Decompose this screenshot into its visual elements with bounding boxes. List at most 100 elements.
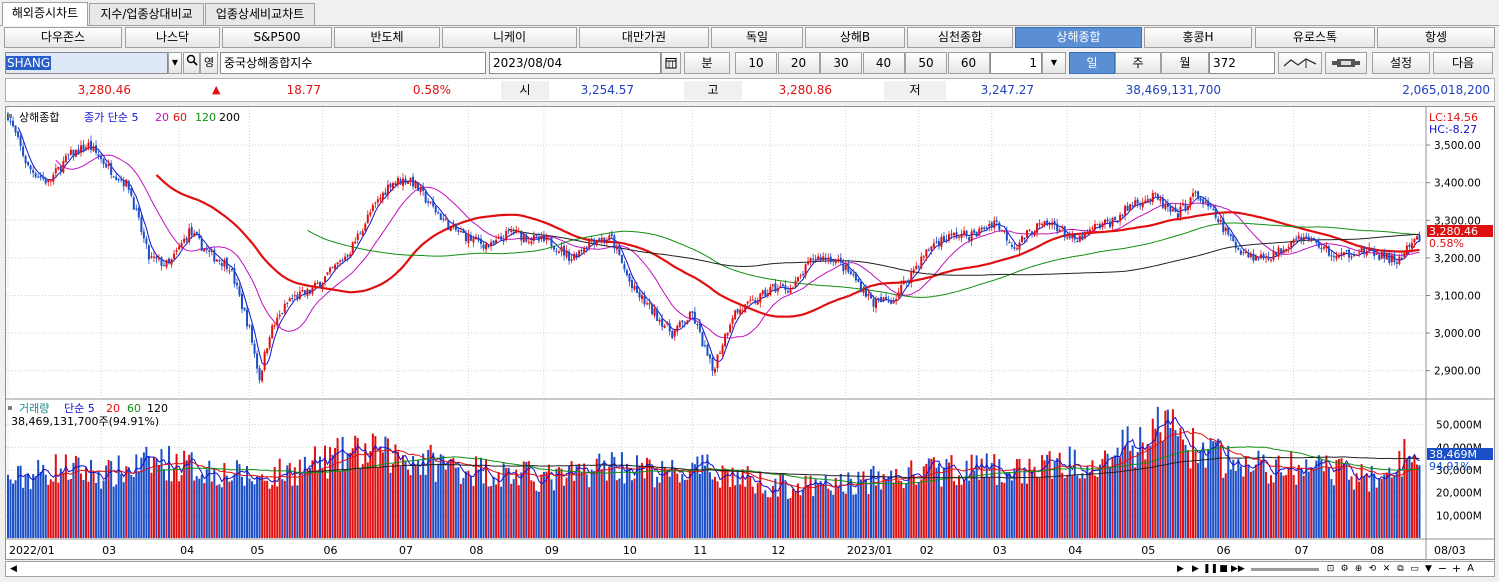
price-legend-ma: 종가 단순 5	[84, 111, 138, 124]
pause-icon[interactable]: ❚❚	[1203, 564, 1219, 574]
volume-bar	[9, 479, 12, 538]
volume-bar	[791, 488, 795, 538]
candle-body	[875, 299, 878, 309]
minute-option-0[interactable]: 10	[735, 52, 777, 74]
volume-bar	[1116, 447, 1119, 538]
symbol-input[interactable]: SHANG	[5, 52, 168, 74]
candle-body	[618, 245, 621, 256]
candle-body	[799, 275, 802, 277]
market-button-12[interactable]: 항셍	[1377, 27, 1495, 48]
candle-body	[628, 273, 631, 282]
market-button-7[interactable]: 상해B	[805, 27, 905, 48]
english-name-toggle[interactable]: 영	[200, 52, 218, 74]
next-button[interactable]: 다음	[1433, 52, 1493, 74]
play-icon[interactable]: ▶	[1192, 564, 1199, 574]
minute-option-5[interactable]: 60	[947, 52, 990, 74]
candle-body	[1342, 252, 1346, 255]
volume-tick-label: 50,000M	[1436, 420, 1482, 432]
arrow-down-icon[interactable]: ▼	[1425, 564, 1432, 574]
candle-body	[988, 223, 991, 227]
layout-icon[interactable]: ▭	[1410, 564, 1419, 574]
calendar-icon[interactable]	[661, 52, 681, 74]
candle-body	[447, 220, 450, 230]
sync-icon[interactable]: ⟲	[1368, 564, 1377, 574]
minute-option-1[interactable]: 20	[777, 52, 820, 74]
tab-index-compare[interactable]: 지수/업종상대비교	[89, 3, 204, 25]
zoom-fit-icon[interactable]: ⊡	[1326, 564, 1335, 574]
time-tick-label: 08	[1370, 544, 1384, 557]
market-button-3[interactable]: 반도체	[334, 27, 440, 48]
candle-body	[1285, 249, 1288, 251]
period-minute-button[interactable]: 분	[684, 52, 730, 74]
gear-icon[interactable]: ⚙	[1340, 564, 1349, 574]
candle-body	[1207, 200, 1210, 207]
period-day-button[interactable]: 일	[1069, 52, 1115, 74]
candle-body	[776, 287, 779, 292]
market-button-11[interactable]: 유로스톡	[1255, 27, 1375, 48]
market-button-2[interactable]: S&P500	[222, 27, 332, 48]
market-button-5[interactable]: 대만가권	[579, 27, 709, 48]
candle-body	[29, 165, 32, 170]
candle-body	[67, 153, 70, 155]
candle-body	[220, 263, 223, 266]
tab-overseas-chart[interactable]: 해외증시차트	[2, 2, 88, 26]
volume-bar	[432, 452, 435, 538]
chart-type-icon[interactable]	[1278, 52, 1322, 74]
minute-option-4[interactable]: 50	[905, 52, 947, 74]
volume-bar	[349, 452, 352, 538]
volume-bar	[1197, 463, 1200, 538]
minute-option-3[interactable]: 40	[862, 52, 905, 74]
volume-bar	[859, 479, 862, 538]
horizontal-scrollbar[interactable]: ◀ ▶ ▶ ❚❚ ■ ▶▶ ⊡ ⚙ ⊕ ⟲ ✕ ⧉ ▭ ▼ − + A	[5, 561, 1495, 577]
scroll-right-icon[interactable]: ▶	[1177, 564, 1184, 574]
crosshair-icon[interactable]: ⊕	[1354, 564, 1363, 574]
compare-icon[interactable]: ⧉	[1397, 564, 1404, 574]
indicator-settings-icon[interactable]	[1325, 52, 1367, 74]
market-button-6[interactable]: 독일	[711, 27, 803, 48]
market-button-8[interactable]: 심천종합	[907, 27, 1013, 48]
tab-sector-compare[interactable]: 업종상세비교차트	[205, 3, 315, 25]
candle-body	[1048, 223, 1051, 226]
date-input[interactable]: 2023/08/04	[489, 52, 661, 74]
candle-body	[485, 243, 488, 250]
market-button-4[interactable]: 니케이	[442, 27, 577, 48]
tick-unit-dropdown-icon[interactable]: ▼	[1042, 52, 1066, 74]
volume-bar	[1267, 483, 1270, 538]
chart-area[interactable]: 3,500.00 3,400.00 3,300.00 3,200.00 3,100.00…	[5, 106, 1495, 560]
auto-scale-button[interactable]: A	[1467, 563, 1474, 574]
market-button-9[interactable]: 상해종합	[1015, 27, 1142, 48]
volume-bar	[1209, 438, 1212, 538]
candle-body	[1398, 256, 1401, 265]
candle-body	[910, 271, 913, 284]
settings-button[interactable]: 설정	[1372, 52, 1430, 74]
period-week-button[interactable]: 주	[1115, 52, 1161, 74]
volume-bar	[804, 475, 807, 538]
fast-forward-icon[interactable]: ▶▶	[1231, 564, 1245, 574]
symbol-dropdown-icon[interactable]: ▼	[168, 52, 182, 74]
speed-slider[interactable]	[1251, 568, 1319, 571]
candle-body	[1270, 259, 1273, 261]
market-button-10[interactable]: 홍콩H	[1144, 27, 1252, 48]
volume-bar	[422, 453, 425, 538]
scroll-left-icon[interactable]: ◀	[10, 564, 17, 574]
candle-body	[774, 283, 777, 292]
zoom-in-icon[interactable]: +	[1451, 562, 1462, 575]
volume-bar	[253, 484, 256, 538]
market-button-0[interactable]: 다우존스	[4, 27, 122, 48]
volume-bar	[1380, 478, 1383, 538]
stop-icon[interactable]: ■	[1219, 564, 1228, 574]
period-month-button[interactable]: 월	[1161, 52, 1209, 74]
scroll-track[interactable]	[22, 564, 1172, 574]
volume-bar	[1169, 427, 1172, 538]
candle-body	[588, 240, 591, 248]
zoom-out-icon[interactable]: −	[1437, 562, 1448, 575]
mark-icon[interactable]: ✕	[1382, 564, 1391, 574]
candle-body	[215, 259, 218, 262]
search-icon[interactable]	[183, 52, 200, 74]
bar-count-input[interactable]: 372	[1209, 52, 1275, 74]
minute-option-2[interactable]: 30	[820, 52, 862, 74]
price-legend-symbol: 상해종합	[19, 110, 59, 124]
tick-unit-input[interactable]: 1	[990, 52, 1042, 74]
market-button-1[interactable]: 나스닥	[125, 27, 220, 48]
volume-bar	[251, 481, 254, 538]
